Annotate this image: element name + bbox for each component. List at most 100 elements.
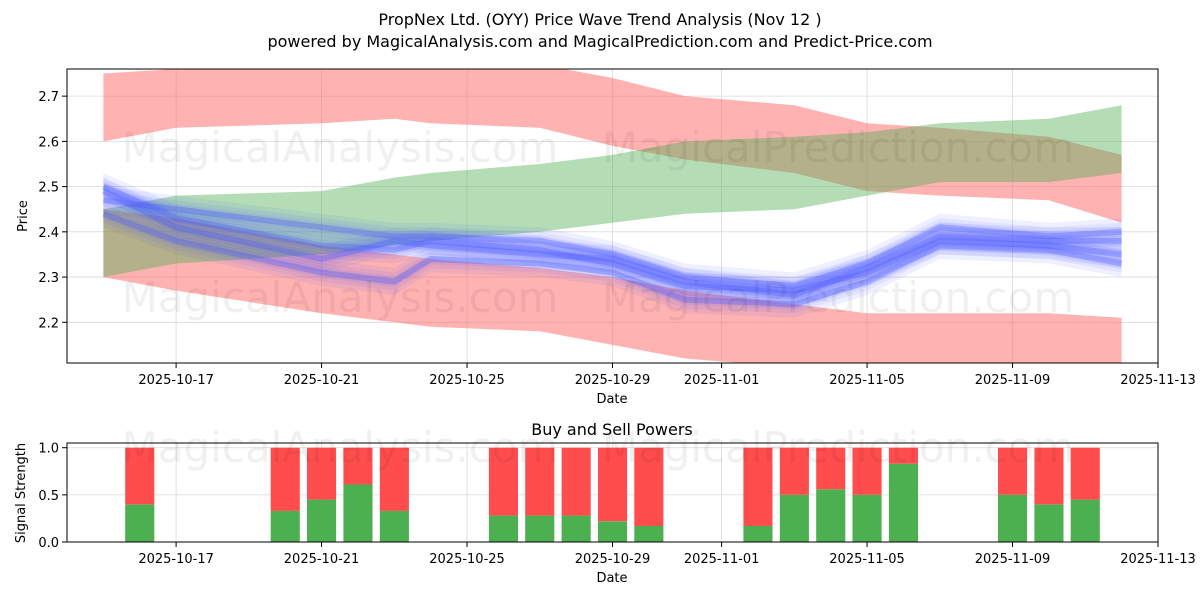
buy-bar — [561, 515, 591, 542]
watermark-text: MagicalPrediction.com — [602, 273, 1075, 322]
y-tick-label: 2.5 — [38, 181, 59, 196]
wave-band — [103, 186, 1122, 300]
buy-bar — [270, 510, 300, 542]
x-tick-label: 2025-11-13 — [1120, 373, 1196, 388]
watermark-text: MagicalPrediction.com — [602, 423, 1075, 472]
watermark-text: MagicalAnalysis.com — [122, 123, 559, 172]
wave-line — [102, 210, 1123, 308]
price-y-axis-label: Price — [16, 200, 31, 232]
sell-bar — [125, 447, 155, 505]
buy-bar — [525, 515, 555, 542]
buy-bar — [125, 504, 155, 542]
sell-bar — [488, 447, 518, 516]
wave-line — [103, 197, 1122, 290]
y-tick-label: 2.7 — [38, 90, 59, 105]
wave-band — [103, 177, 1122, 300]
signal-x-axis-label: Date — [596, 571, 627, 586]
buy-bar — [634, 526, 664, 542]
buy-bar — [779, 494, 809, 542]
buy-bar — [888, 463, 918, 542]
x-tick-label: 2025-10-21 — [284, 373, 360, 388]
watermark-text: MagicalPrediction.com — [602, 123, 1075, 172]
x-tick-label: 2025-10-29 — [575, 552, 651, 567]
wave-band — [103, 208, 1122, 310]
wave-line — [102, 183, 1122, 294]
sell-bar — [598, 447, 628, 522]
sell-bar — [634, 447, 664, 526]
x-tick-label: 2025-10-25 — [429, 373, 505, 388]
wave-band — [103, 204, 1122, 314]
chart-title: PropNex Ltd. (OYY) Price Wave Trend Anal… — [378, 10, 821, 29]
wave-band — [103, 185, 1122, 301]
sell-bar — [998, 447, 1028, 495]
buy-bar — [998, 494, 1028, 542]
sell-bar — [525, 447, 555, 516]
band-area — [103, 105, 1122, 278]
band-area — [103, 69, 1122, 223]
sell-bar — [816, 447, 846, 490]
wave-band — [103, 177, 1122, 309]
wave-band — [103, 194, 1122, 292]
price-waves — [102, 173, 1123, 318]
chart-subtitle: powered by MagicalAnalysis.com and Magic… — [267, 32, 932, 51]
buy-bar — [816, 489, 846, 542]
buy-bar — [307, 499, 337, 542]
x-tick-label: 2025-11-01 — [684, 552, 760, 567]
signal-bars — [125, 447, 1100, 542]
y-tick-label: 2.4 — [38, 226, 59, 241]
y-tick-label: 2.6 — [38, 135, 59, 150]
signal-panel-title: Buy and Sell Powers — [531, 420, 693, 439]
x-tick-label: 2025-11-09 — [975, 373, 1051, 388]
wave-band — [103, 200, 1122, 318]
buy-bar — [488, 515, 518, 542]
x-tick-label: 2025-10-29 — [575, 373, 651, 388]
wave-band — [103, 181, 1122, 297]
wave-line — [102, 188, 1122, 299]
price-x-axis-label: Date — [596, 392, 627, 407]
sell-bar — [561, 447, 591, 516]
x-tick-label: 2025-10-17 — [138, 373, 214, 388]
watermark-text: MagicalAnalysis.com — [122, 273, 559, 322]
x-tick-label: 2025-10-25 — [429, 552, 505, 567]
sell-bar — [1034, 447, 1064, 505]
x-tick-label: 2025-10-17 — [138, 552, 214, 567]
sell-bar — [343, 447, 373, 485]
y-tick-label: 2.2 — [38, 316, 59, 331]
sell-bar — [307, 447, 337, 500]
buy-bar — [1034, 504, 1064, 542]
buy-bar — [743, 526, 773, 542]
x-tick-label: 2025-11-05 — [829, 552, 905, 567]
buy-bar — [852, 494, 882, 542]
watermark-text: MagicalAnalysis.com — [122, 423, 559, 472]
x-tick-label: 2025-11-09 — [975, 552, 1051, 567]
sell-bar — [888, 447, 918, 464]
buy-bar — [598, 521, 628, 542]
buy-bar — [379, 510, 409, 542]
signal-x-ticks: 2025-10-17 2025-10-21 2025-10-25 2025-10-29… — [138, 542, 1196, 567]
y-tick-label: 2.3 — [38, 271, 59, 286]
sell-bar — [1070, 447, 1100, 500]
price-bands — [103, 69, 1122, 363]
wave-band — [103, 191, 1122, 296]
y-tick-label: 0.5 — [38, 489, 59, 504]
sell-bar — [852, 447, 882, 495]
x-tick-label: 2025-11-05 — [829, 373, 905, 388]
wave-band — [103, 173, 1122, 305]
band-area — [103, 209, 1122, 363]
y-tick-label: 0.0 — [38, 536, 59, 551]
x-tick-label: 2025-10-21 — [284, 552, 360, 567]
wave-band — [103, 182, 1122, 305]
y-tick-label: 1.0 — [38, 442, 59, 457]
price-x-ticks: 2025-10-17 2025-10-21 2025-10-25 2025-10-29… — [138, 363, 1196, 388]
buy-bar — [343, 484, 373, 542]
signal-y-ticks: 0.0 0.5 1.0 — [38, 442, 67, 551]
sell-bar — [270, 447, 300, 511]
x-tick-label: 2025-11-13 — [1120, 552, 1196, 567]
price-y-ticks: 2.2 2.3 2.4 2.5 2.6 2.7 — [38, 90, 67, 331]
sell-bar — [379, 447, 409, 511]
x-tick-label: 2025-11-01 — [684, 373, 760, 388]
signal-y-axis-label: Signal Strength — [14, 443, 29, 543]
buy-bar — [1070, 499, 1100, 542]
